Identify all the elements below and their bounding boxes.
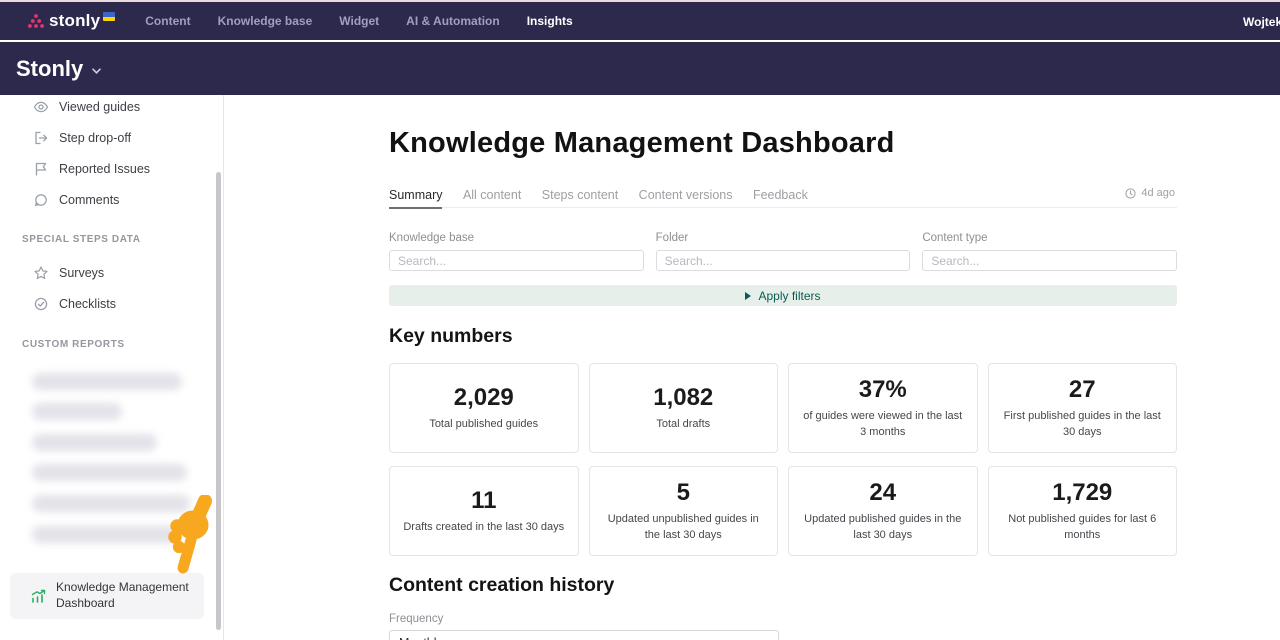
sidebar-scrollbar[interactable] bbox=[216, 172, 221, 630]
stat-label: Total drafts bbox=[656, 417, 711, 430]
star-icon bbox=[34, 266, 48, 280]
main-content: Knowledge Management Dashboard Summary A… bbox=[224, 95, 1280, 640]
eye-icon bbox=[33, 101, 49, 113]
custom-report-blurred[interactable] bbox=[32, 464, 187, 481]
key-numbers-heading: Key numbers bbox=[389, 325, 513, 347]
section-header-custom-reports: CUSTOM REPORTS bbox=[22, 339, 125, 350]
sidebar-item-label: Knowledge Management Dashboard bbox=[56, 580, 189, 610]
stonly-logo[interactable]: stonly bbox=[28, 11, 116, 31]
sidebar-item-label: Step drop-off bbox=[59, 131, 132, 145]
check-circle-icon bbox=[34, 297, 48, 311]
tab-steps-content[interactable]: Steps content bbox=[541, 188, 619, 202]
filter-label-knowledge-base: Knowledge base bbox=[389, 232, 475, 244]
knowledge-base-search-input[interactable] bbox=[389, 250, 644, 271]
page-title: Knowledge Management Dashboard bbox=[389, 127, 895, 159]
stat-value: 11 bbox=[471, 486, 497, 514]
custom-report-blurred[interactable] bbox=[32, 526, 180, 543]
stat-card: 37% of guides were viewed in the last 3 … bbox=[788, 363, 978, 453]
nav-item-widget[interactable]: Widget bbox=[339, 14, 380, 28]
stat-card: 1,082 Total drafts bbox=[588, 363, 778, 453]
sidebar-item-checklists[interactable]: Checklists bbox=[0, 293, 210, 315]
custom-report-blurred[interactable] bbox=[32, 434, 157, 451]
primary-nav: Content Knowledge base Widget AI & Autom… bbox=[145, 14, 572, 28]
workspace-selector[interactable]: Stonly bbox=[16, 55, 84, 81]
nav-item-knowledge-base[interactable]: Knowledge base bbox=[217, 14, 313, 28]
stat-label: of guides were viewed in the last 3 mont… bbox=[803, 409, 963, 438]
sidebar-item-label: Viewed guides bbox=[59, 100, 141, 114]
stat-card: 11 Drafts created in the last 30 days bbox=[389, 466, 579, 556]
stat-value: 24 bbox=[869, 478, 897, 506]
play-icon bbox=[745, 291, 752, 300]
stat-card: 27 First published guides in the last 30… bbox=[987, 363, 1177, 453]
user-menu[interactable]: Wojtek B bbox=[1243, 15, 1280, 29]
section-header-special-steps-data: SPECIAL STEPS DATA bbox=[22, 234, 141, 245]
stat-value: 5 bbox=[676, 478, 690, 506]
stat-label: Updated published guides in the last 30 … bbox=[804, 512, 962, 541]
nav-item-ai-automation[interactable]: AI & Automation bbox=[406, 14, 500, 28]
hand-pointer-icon bbox=[168, 495, 212, 574]
sidebar-item-knowledge-management-dashboard[interactable]: Knowledge Management Dashboard bbox=[10, 573, 204, 619]
sidebar-item-label: Surveys bbox=[59, 266, 105, 280]
custom-report-blurred[interactable] bbox=[32, 403, 122, 420]
insights-sidebar: Viewed guides Step drop-off Reported Iss… bbox=[0, 95, 224, 640]
stat-label: Drafts created in the last 30 days bbox=[403, 520, 565, 533]
tab-bar: Summary All content Steps content Conten… bbox=[389, 186, 1177, 209]
stat-value: 1,729 bbox=[1052, 478, 1113, 506]
frequency-select[interactable]: Monthly bbox=[389, 630, 779, 640]
sidebar-item-viewed-guides[interactable]: Viewed guides bbox=[0, 96, 210, 118]
tab-summary[interactable]: Summary bbox=[389, 188, 443, 209]
step-exit-icon bbox=[35, 131, 48, 145]
last-updated-text: 4d ago bbox=[1141, 187, 1175, 199]
stat-value: 27 bbox=[1068, 375, 1096, 403]
stonly-logo-icon bbox=[28, 14, 44, 28]
custom-report-blurred[interactable] bbox=[32, 495, 190, 512]
comment-icon bbox=[34, 194, 47, 207]
tab-content-versions[interactable]: Content versions bbox=[638, 188, 733, 202]
last-updated: 4d ago bbox=[1125, 187, 1175, 199]
folder-search-input[interactable] bbox=[655, 250, 911, 271]
green-chart-icon bbox=[31, 589, 46, 603]
stat-value: 1,082 bbox=[653, 383, 714, 411]
filter-row: Knowledge base Folder Content type bbox=[389, 232, 1177, 271]
filter-label-folder: Folder bbox=[655, 232, 689, 244]
workspace-bar: Stonly bbox=[0, 42, 1280, 95]
nav-item-insights[interactable]: Insights bbox=[526, 14, 573, 28]
frequency-label: Frequency bbox=[389, 613, 444, 625]
tab-all-content[interactable]: All content bbox=[462, 188, 522, 202]
stat-value: 37% bbox=[858, 375, 907, 403]
apply-filters-label: Apply filters bbox=[758, 288, 821, 303]
logo-text: stonly bbox=[49, 11, 101, 30]
content-history-heading: Content creation history bbox=[389, 574, 615, 596]
stat-label: First published guides in the last 30 da… bbox=[1003, 409, 1161, 438]
stat-label: Not published guides for last 6 months bbox=[1008, 512, 1157, 541]
flag-icon bbox=[35, 162, 47, 176]
top-navigation-bar: stonly Content Knowledge base Widget AI … bbox=[0, 0, 1280, 40]
stat-card: 24 Updated published guides in the last … bbox=[788, 466, 978, 556]
clock-icon bbox=[1125, 187, 1136, 199]
nav-item-content[interactable]: Content bbox=[145, 14, 191, 28]
key-numbers-grid: 2,029 Total published guides 1,082 Total… bbox=[389, 363, 1177, 556]
ukraine-flag-icon bbox=[103, 12, 116, 21]
sidebar-item-step-drop-off[interactable]: Step drop-off bbox=[0, 127, 210, 149]
stat-card: 5 Updated unpublished guides in the last… bbox=[588, 466, 778, 556]
sidebar-item-surveys[interactable]: Surveys bbox=[0, 262, 210, 284]
content-type-search-input[interactable] bbox=[922, 250, 1177, 271]
filter-label-content-type: Content type bbox=[922, 232, 988, 244]
sidebar-item-comments[interactable]: Comments bbox=[0, 189, 210, 211]
apply-filters-button[interactable]: Apply filters bbox=[389, 285, 1177, 306]
sidebar-item-label: Reported Issues bbox=[59, 162, 151, 176]
sidebar-item-label: Comments bbox=[59, 193, 120, 207]
stat-card: 2,029 Total published guides bbox=[389, 363, 579, 453]
chevron-down-icon[interactable] bbox=[92, 67, 102, 74]
stat-label: Total published guides bbox=[429, 417, 539, 430]
frequency-value: Monthly bbox=[399, 636, 443, 640]
custom-report-blurred[interactable] bbox=[32, 373, 182, 390]
sidebar-item-label: Checklists bbox=[59, 297, 116, 311]
stat-card: 1,729 Not published guides for last 6 mo… bbox=[987, 466, 1177, 556]
tab-feedback[interactable]: Feedback bbox=[752, 188, 808, 202]
sidebar-item-reported-issues[interactable]: Reported Issues bbox=[0, 158, 210, 180]
stat-label: Updated unpublished guides in the last 3… bbox=[607, 512, 759, 541]
stat-value: 2,029 bbox=[453, 383, 514, 411]
app-body: Viewed guides Step drop-off Reported Iss… bbox=[0, 95, 1280, 640]
